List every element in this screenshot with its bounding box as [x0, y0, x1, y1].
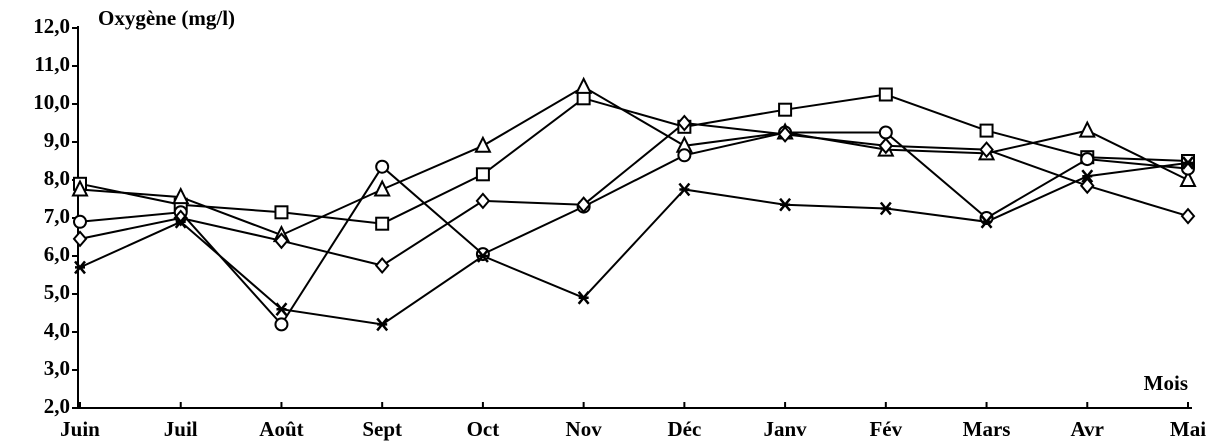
x-axis-label: Mois [1144, 371, 1188, 395]
marker-asterisk [275, 302, 288, 317]
x-tick-label: Août [259, 417, 303, 441]
y-tick-label: 12,0 [33, 14, 70, 38]
marker-square [375, 216, 390, 231]
x-tick-label: Avr [1071, 417, 1104, 441]
marker-triangle [474, 135, 492, 153]
y-tick-label: 9,0 [44, 128, 70, 152]
y-tick-label: 4,0 [44, 318, 70, 342]
marker-asterisk [476, 249, 489, 263]
series-line [79, 161, 1189, 326]
marker-asterisk [1182, 156, 1194, 170]
x-tick-label: Juil [164, 417, 198, 441]
marker-square [274, 205, 289, 220]
marker-asterisk [376, 317, 389, 332]
x-tick-label: Juin [60, 417, 100, 441]
marker-diamond [777, 125, 793, 143]
x-tick-label: Mai [1170, 417, 1206, 441]
marker-circle [274, 317, 289, 332]
x-tick-label: Mars [963, 417, 1011, 441]
series-line [79, 93, 1189, 225]
y-tick-label: 11,0 [34, 52, 70, 76]
marker-triangle [373, 179, 391, 197]
marker-square [878, 87, 893, 102]
marker-square [979, 123, 994, 138]
marker-diamond [374, 256, 390, 275]
marker-diamond [475, 192, 491, 210]
marker-circle [677, 148, 692, 163]
marker-diamond [72, 230, 88, 248]
marker-circle [73, 214, 87, 229]
y-tick-label: 10,0 [33, 90, 70, 114]
marker-square [576, 91, 591, 106]
y-tick-label: 6,0 [44, 242, 70, 266]
marker-circle [375, 159, 390, 174]
marker-triangle [1078, 120, 1096, 138]
y-tick-label: 2,0 [44, 394, 70, 418]
marker-square [778, 102, 793, 117]
marker-diamond [677, 114, 692, 132]
x-tick-label: Nov [566, 417, 603, 441]
y-tick-label: 8,0 [44, 166, 70, 190]
marker-circle [878, 125, 893, 140]
marker-triangle [1179, 169, 1197, 187]
marker-asterisk [74, 260, 86, 275]
x-tick-label: Oct [467, 417, 500, 441]
marker-asterisk [1081, 169, 1094, 184]
marker-triangle [71, 179, 89, 197]
marker-diamond [576, 196, 591, 214]
marker-asterisk [980, 214, 993, 229]
y-tick-label: 3,0 [44, 356, 70, 380]
marker-asterisk [678, 182, 691, 197]
marker-triangle [172, 186, 190, 205]
x-tick-label: Fév [869, 417, 902, 441]
marker-diamond [878, 137, 894, 155]
x-tick-label: Janv [763, 417, 807, 441]
marker-circle [1080, 152, 1095, 167]
marker-square [475, 167, 490, 182]
y-tick-label: 5,0 [44, 280, 70, 304]
marker-diamond [1079, 177, 1095, 195]
x-tick-label: Sept [362, 417, 402, 441]
marker-diamond [979, 141, 994, 159]
marker-diamond [274, 232, 289, 250]
y-tick-label: 7,0 [44, 204, 70, 228]
x-tick-label: Déc [667, 417, 701, 441]
marker-asterisk [779, 197, 792, 212]
marker-diamond [1180, 207, 1196, 225]
series-line [79, 85, 1189, 237]
series-line [79, 121, 1189, 267]
marker-asterisk [577, 290, 590, 305]
series-line [79, 131, 1189, 327]
marker-triangle [575, 76, 593, 94]
marker-asterisk [879, 201, 892, 216]
marker-asterisk [174, 214, 187, 229]
chart-title: Oxygène (mg/l) [98, 6, 235, 30]
